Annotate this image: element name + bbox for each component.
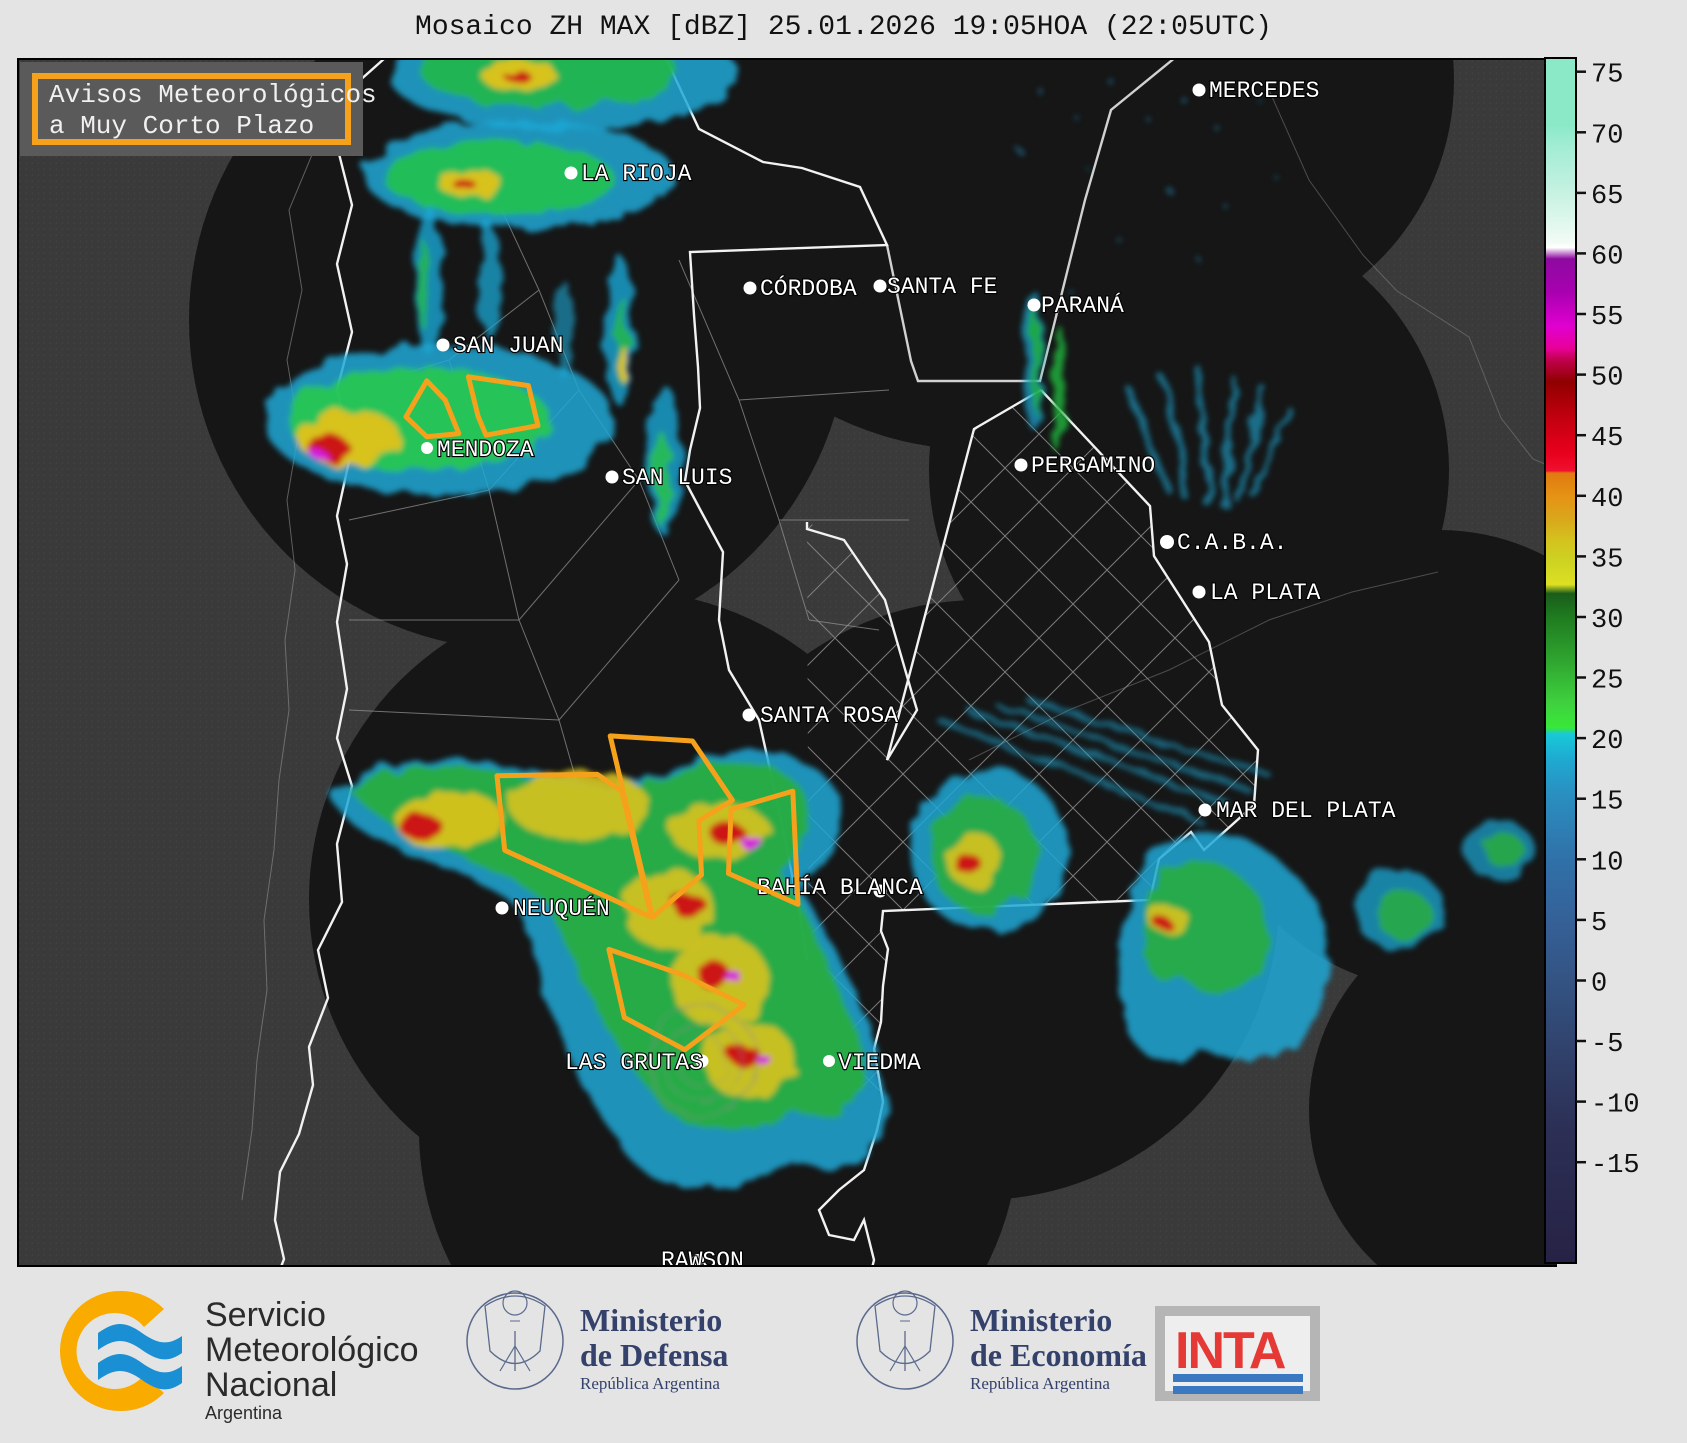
svg-text:20: 20 [1591,727,1623,757]
svg-text:VIEDMA: VIEDMA [838,1050,921,1076]
svg-text:5: 5 [1591,909,1607,939]
svg-text:República Argentina: República Argentina [580,1374,720,1393]
svg-text:RAWSON: RAWSON [661,1248,744,1265]
svg-text:LA RIOJA: LA RIOJA [581,161,692,187]
svg-text:NEUQUÉN: NEUQUÉN [513,895,610,922]
svg-text:LA PLATA: LA PLATA [1210,580,1321,606]
svg-text:MERCEDES: MERCEDES [1209,78,1319,104]
svg-text:Meteorológico: Meteorológico [205,1331,419,1369]
svg-text:SANTA ROSA: SANTA ROSA [760,703,898,729]
svg-text:70: 70 [1591,121,1623,151]
svg-text:-15: -15 [1591,1151,1640,1181]
svg-text:República Argentina: República Argentina [970,1374,1110,1393]
svg-text:Ministerio: Ministerio [970,1302,1112,1338]
svg-text:65: 65 [1591,182,1623,212]
svg-text:INTA: INTA [1175,1322,1286,1380]
svg-text:a Muy Corto Plazo: a Muy Corto Plazo [49,111,314,141]
svg-text:40: 40 [1591,485,1623,515]
svg-text:SAN JUAN: SAN JUAN [453,333,563,359]
svg-text:Nacional: Nacional [205,1366,337,1404]
svg-text:45: 45 [1591,424,1623,454]
svg-text:55: 55 [1591,303,1623,333]
svg-text:75: 75 [1591,61,1623,91]
svg-text:C.A.B.A.: C.A.B.A. [1177,530,1287,556]
svg-text:0: 0 [1591,970,1607,1000]
svg-text:CÓRDOBA: CÓRDOBA [760,274,857,302]
svg-text:35: 35 [1591,545,1623,575]
svg-text:Ministerio: Ministerio [580,1302,722,1338]
svg-text:LAS GRUTAS: LAS GRUTAS [565,1050,703,1076]
svg-text:de Defensa: de Defensa [580,1337,728,1373]
svg-text:30: 30 [1591,606,1623,636]
svg-text:Argentina: Argentina [205,1403,283,1423]
svg-text:MAR DEL PLATA: MAR DEL PLATA [1216,798,1396,824]
svg-text:SANTA FE: SANTA FE [887,274,997,300]
svg-text:MENDOZA: MENDOZA [437,437,534,463]
svg-text:50: 50 [1591,364,1623,394]
svg-text:Avisos Meteorológicos: Avisos Meteorológicos [49,80,377,110]
svg-text:-10: -10 [1591,1091,1640,1121]
svg-text:PERGAMINO: PERGAMINO [1031,453,1155,479]
svg-text:25: 25 [1591,667,1623,697]
svg-text:15: 15 [1591,788,1623,818]
svg-text:Servicio: Servicio [205,1296,326,1334]
svg-text:-5: -5 [1591,1030,1623,1060]
svg-text:60: 60 [1591,242,1623,272]
svg-text:10: 10 [1591,848,1623,878]
svg-text:SAN LUIS: SAN LUIS [622,465,732,491]
svg-text:PARANÁ: PARANÁ [1041,292,1124,319]
svg-text:de Economía: de Economía [970,1337,1147,1373]
